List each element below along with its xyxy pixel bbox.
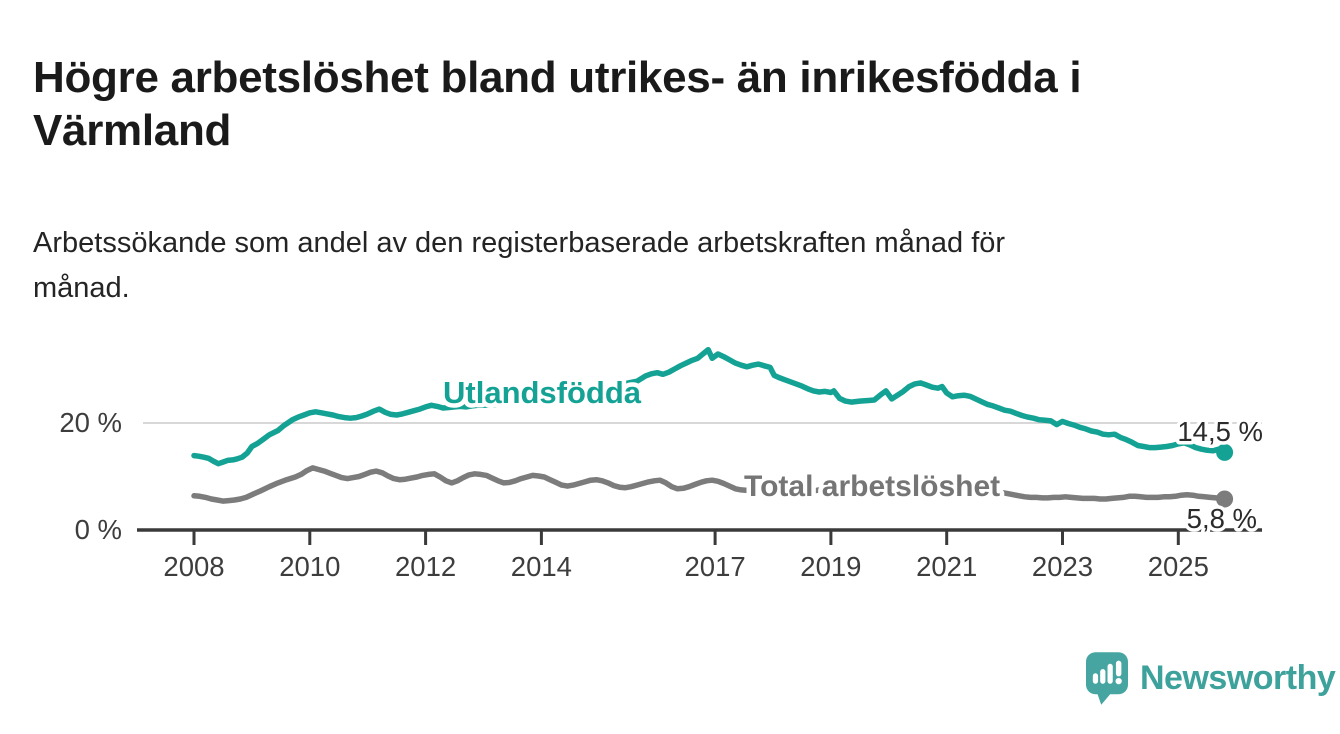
chart-subtitle: Arbetssökande som andel av den registerb… <box>33 227 1006 304</box>
series-label-total-arbetsloshet: Total arbetslöshet <box>744 470 1000 503</box>
end-dot-total-arbetsloshet <box>1216 490 1234 508</box>
x-tick-label-2008: 2008 <box>163 551 224 582</box>
end-value-label-utlandsfodda: 14,5 % <box>1177 416 1263 447</box>
line-total-arbetsloshet <box>191 465 1228 504</box>
x-tick-label-2014: 2014 <box>511 551 572 582</box>
x-tick-label-2017: 2017 <box>685 551 746 582</box>
x-tick-label-2012: 2012 <box>395 551 456 582</box>
newsworthy-logo: Newsworthy <box>1086 652 1336 705</box>
y-tick-label-0: 0 % <box>75 514 122 545</box>
series-label-utlandsfodda: Utlandsfödda <box>443 375 642 410</box>
brand-name: Newsworthy <box>1140 659 1336 697</box>
line-utlandsfodda <box>191 346 1228 467</box>
chart-title: Högre arbetslöshet bland utrikes- än inr… <box>33 53 1082 156</box>
x-tick-label-2025: 2025 <box>1148 551 1209 582</box>
x-tick-label-2019: 2019 <box>800 551 861 582</box>
x-tick-label-2023: 2023 <box>1032 551 1093 582</box>
x-tick-label-2010: 2010 <box>279 551 340 582</box>
end-dot-utlandsfodda <box>1216 443 1234 461</box>
end-value-label-total-arbetsloshet: 5,8 % <box>1187 503 1257 534</box>
speech-bubble-bar-chart-icon <box>1086 652 1128 705</box>
y-tick-label-20: 20 % <box>59 407 122 438</box>
x-tick-label-2021: 2021 <box>916 551 977 582</box>
